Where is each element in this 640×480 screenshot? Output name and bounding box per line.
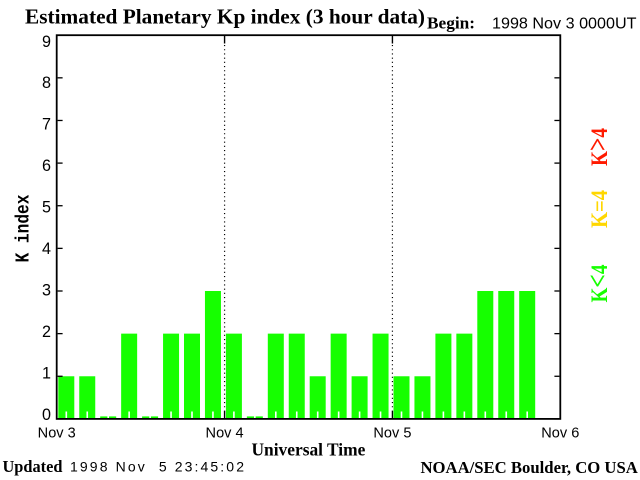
svg-text:Nov 3: Nov 3 xyxy=(38,426,76,442)
svg-text:8: 8 xyxy=(42,73,51,92)
svg-text:0: 0 xyxy=(42,405,51,424)
svg-text:4: 4 xyxy=(42,239,51,258)
svg-text:5: 5 xyxy=(42,198,51,217)
svg-text:K index: K index xyxy=(13,195,35,263)
svg-text:K=4: K=4 xyxy=(587,190,613,228)
svg-text:Nov 4: Nov 4 xyxy=(206,426,244,442)
svg-text:7: 7 xyxy=(42,115,51,134)
svg-text:NOAA/SEC Boulder, CO USA: NOAA/SEC Boulder, CO USA xyxy=(421,458,638,477)
svg-text:Estimated Planetary Kp index (: Estimated Planetary Kp index (3 hour dat… xyxy=(25,5,425,29)
svg-text:2: 2 xyxy=(42,322,51,341)
svg-text:Begin:: Begin: xyxy=(427,14,475,33)
svg-text:6: 6 xyxy=(42,156,51,175)
svg-text:1: 1 xyxy=(42,364,51,383)
svg-text:K>4: K>4 xyxy=(582,128,614,166)
svg-text:Universal Time: Universal Time xyxy=(252,440,366,460)
svg-text:K<4: K<4 xyxy=(582,264,614,302)
svg-text:Nov 5: Nov 5 xyxy=(373,426,411,442)
svg-text:3: 3 xyxy=(42,281,51,300)
svg-text:Nov 6: Nov 6 xyxy=(541,426,579,442)
svg-text:Updated: Updated xyxy=(3,457,63,476)
svg-text:1998 Nov 3 0000UT: 1998 Nov 3 0000UT xyxy=(492,15,637,32)
svg-text:9: 9 xyxy=(42,32,51,51)
